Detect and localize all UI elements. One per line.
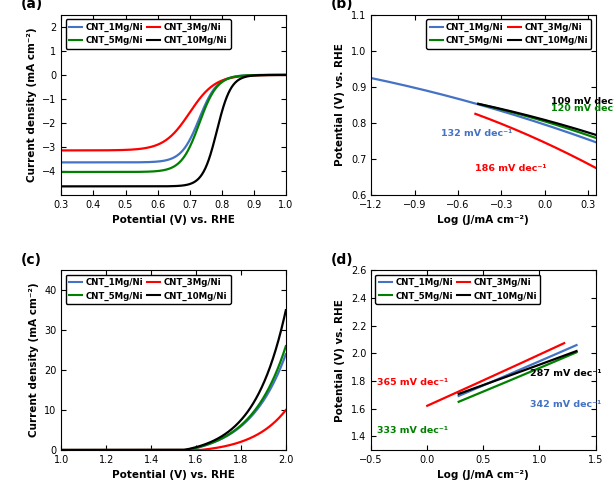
Legend: CNT_1Mg/Ni, CNT_5Mg/Ni, CNT_3Mg/Ni, CNT_10Mg/Ni: CNT_1Mg/Ni, CNT_5Mg/Ni, CNT_3Mg/Ni, CNT_… [66, 20, 231, 49]
Text: 120 mV dec⁻¹: 120 mV dec⁻¹ [551, 104, 614, 114]
Text: (b): (b) [331, 0, 354, 12]
Text: 365 mV dec⁻¹: 365 mV dec⁻¹ [377, 378, 448, 387]
Text: 132 mV dec⁻¹: 132 mV dec⁻¹ [441, 129, 512, 138]
Text: 342 mV dec⁻¹: 342 mV dec⁻¹ [530, 400, 602, 409]
Text: (a): (a) [21, 0, 43, 12]
Text: (d): (d) [331, 252, 354, 266]
Y-axis label: Potential (V) vs. RHE: Potential (V) vs. RHE [335, 298, 345, 422]
Legend: CNT_1Mg/Ni, CNT_5Mg/Ni, CNT_3Mg/Ni, CNT_10Mg/Ni: CNT_1Mg/Ni, CNT_5Mg/Ni, CNT_3Mg/Ni, CNT_… [426, 20, 591, 49]
Y-axis label: Potential (V) vs. RHE: Potential (V) vs. RHE [335, 44, 345, 166]
Text: 186 mV dec⁻¹: 186 mV dec⁻¹ [475, 164, 547, 173]
X-axis label: Potential (V) vs. RHE: Potential (V) vs. RHE [112, 470, 235, 480]
X-axis label: Log (J/mA cm⁻²): Log (J/mA cm⁻²) [438, 215, 529, 225]
X-axis label: Log (J/mA cm⁻²): Log (J/mA cm⁻²) [438, 470, 529, 480]
Y-axis label: Current density (mA cm⁻²): Current density (mA cm⁻²) [29, 283, 39, 438]
X-axis label: Potential (V) vs. RHE: Potential (V) vs. RHE [112, 215, 235, 225]
Text: 109 mV dec⁻¹: 109 mV dec⁻¹ [551, 97, 614, 106]
Text: (c): (c) [21, 252, 42, 266]
Y-axis label: Current density (mA cm⁻²): Current density (mA cm⁻²) [26, 28, 37, 182]
Legend: CNT_1Mg/Ni, CNT_5Mg/Ni, CNT_3Mg/Ni, CNT_10Mg/Ni: CNT_1Mg/Ni, CNT_5Mg/Ni, CNT_3Mg/Ni, CNT_… [375, 274, 540, 304]
Text: 333 mV dec⁻¹: 333 mV dec⁻¹ [377, 426, 448, 436]
Text: 287 mV dec⁻¹: 287 mV dec⁻¹ [530, 369, 602, 378]
Legend: CNT_1Mg/Ni, CNT_5Mg/Ni, CNT_3Mg/Ni, CNT_10Mg/Ni: CNT_1Mg/Ni, CNT_5Mg/Ni, CNT_3Mg/Ni, CNT_… [66, 274, 231, 304]
